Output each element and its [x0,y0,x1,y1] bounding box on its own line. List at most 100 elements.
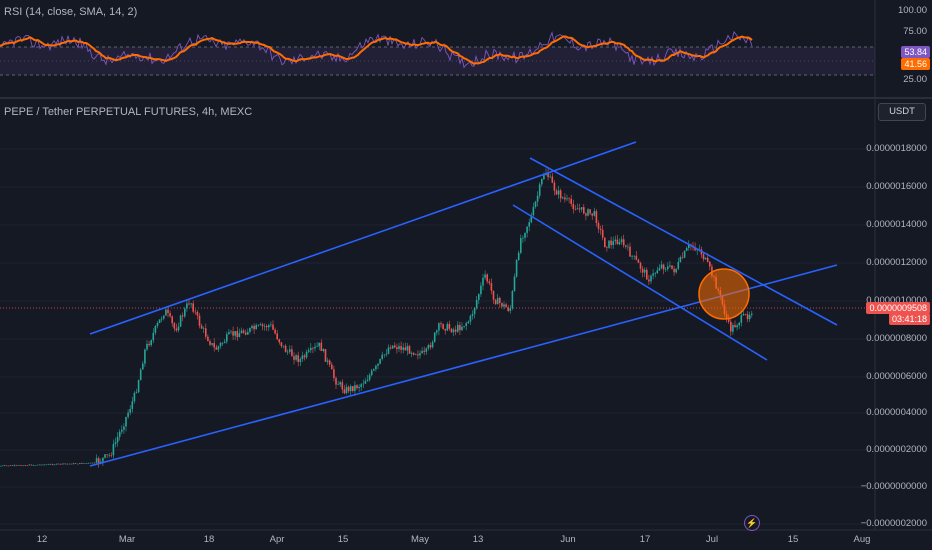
candle-body [0,465,1,467]
candle-body [139,369,142,381]
candle-body [358,386,360,389]
candle-body [144,349,146,364]
candle-body [18,465,20,466]
candle-body [734,325,736,328]
candle-body [354,385,356,391]
bolt-icon[interactable]: ⚡ [744,515,760,531]
candle-body [356,385,358,389]
candle-body [293,356,295,360]
candle-body [478,294,480,300]
candle-body [629,246,631,257]
candle-body [125,417,127,427]
candle-body [190,303,192,305]
candle-body [89,462,92,464]
candle-body [247,332,249,335]
rsi-indicator-label[interactable]: RSI (14, close, SMA, 14, 2) [4,6,138,18]
candle-body [28,464,31,466]
candle-body [328,360,331,365]
candle-body [66,463,68,465]
candle-body [291,349,293,357]
candle-body [213,343,215,348]
candle-body [259,324,262,326]
candle-body [133,392,136,402]
candle-body [614,239,617,242]
candle-body [465,323,467,326]
candle-body [270,324,272,326]
candle-body [305,351,308,358]
candle-body [457,324,459,332]
candle-body [20,465,22,466]
candle-body [406,346,409,351]
candle-body [444,329,446,331]
candle-body [398,346,400,350]
candle-body [156,323,159,326]
candle-body [79,463,81,464]
candle-body [606,247,608,248]
candle-body [459,324,461,331]
candle-body [373,369,375,371]
candle-body [496,297,499,305]
candle-body [467,321,470,324]
candle-body [423,350,425,352]
candle-body [520,238,522,253]
candle-body [93,462,96,464]
candle-body [318,342,320,347]
candle-body [53,464,56,466]
symbol-label[interactable]: PEPE / Tether PERPETUAL FUTURES, 4h, MEX… [4,106,253,118]
candle-body [732,325,734,332]
candle-body [522,237,524,239]
candle-body [490,283,493,291]
candle-body [34,465,37,466]
candle-body [163,315,165,319]
candle-body [417,354,419,356]
candle-body [87,462,89,464]
candle-body [597,223,600,229]
candle-body [564,197,566,200]
candle-body [450,328,453,333]
candle-body [299,359,302,363]
candle-body [635,255,638,260]
candle-body [74,463,77,464]
candle-body [310,347,312,351]
candle-body [641,268,644,273]
candle-body [106,454,108,455]
candle-body [316,346,318,347]
candle-body [26,465,29,466]
rsi-tick-100: 100.00 [897,5,927,16]
time-label-8: Jun [560,534,576,545]
candle-body [116,436,119,443]
candle-body [362,383,365,385]
candle-body [274,329,276,334]
currency-button[interactable]: USDT [878,103,926,121]
candle-body [599,228,602,230]
candle-body [543,175,545,180]
countdown-badge: 03:41:18 [888,313,930,325]
candle-body [95,458,98,463]
candle-body [32,465,35,466]
candle-body [587,209,589,216]
candle-body [652,273,654,276]
candle-body [475,299,478,308]
candle-body [530,215,533,223]
candle-body [572,203,575,210]
candle-body [198,315,201,326]
candle-body [553,182,556,191]
candle-body [228,332,230,335]
candle-body [711,266,713,277]
candle-body [167,309,169,314]
candle-body [148,343,150,346]
candle-body [37,464,39,466]
candle-body [585,213,587,216]
price-tick-9: 0.0000002000 [866,444,927,455]
candle-body [257,325,260,326]
candle-body [211,343,213,345]
candle-body [232,331,234,336]
candle-body [742,314,745,316]
candle-body [499,297,501,303]
candle-body [5,465,8,467]
candle-body [704,257,707,260]
candle-body [76,463,79,465]
candle-body [538,184,541,196]
candle-body [583,207,585,214]
